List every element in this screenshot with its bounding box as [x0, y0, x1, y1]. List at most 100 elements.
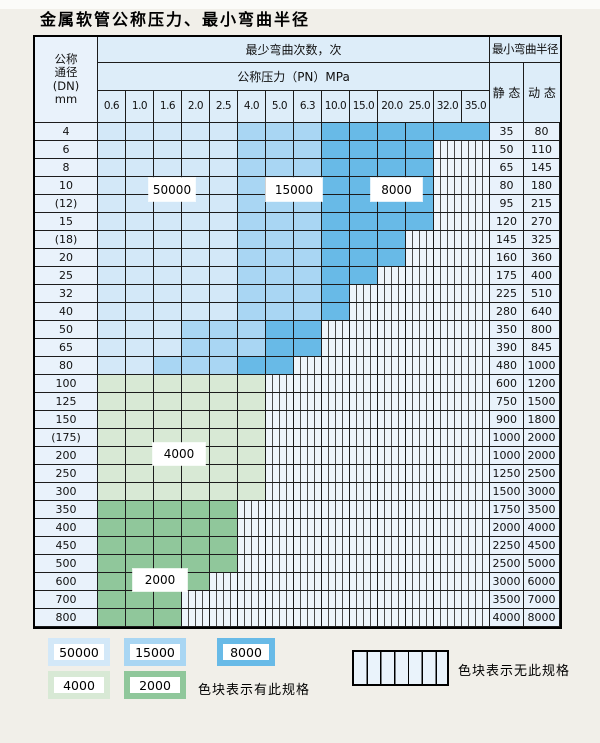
static-column-header: 静 态 [490, 63, 524, 123]
times-cell [154, 339, 182, 357]
pressure-tick: 0.6 [98, 91, 126, 123]
static-radius-value: 390 [490, 339, 524, 357]
no-spec-cell [406, 483, 434, 501]
times-cell [182, 141, 210, 159]
no-spec-cell [322, 411, 350, 429]
no-spec-cell [294, 573, 322, 591]
no-spec-cell [378, 465, 406, 483]
no-spec-cell [266, 609, 294, 627]
no-spec-cell [434, 411, 462, 429]
times-cell [322, 231, 350, 249]
no-spec-cell [350, 393, 378, 411]
dn-label: 100 [35, 375, 98, 393]
corner-header-line: 公称 [54, 51, 78, 66]
no-spec-cell [406, 465, 434, 483]
times-cell [210, 411, 238, 429]
times-cell [210, 339, 238, 357]
times-cell [210, 141, 238, 159]
times-cell [322, 159, 350, 177]
no-spec-cell [210, 591, 238, 609]
times-cell [126, 429, 154, 447]
times-cell [210, 483, 238, 501]
no-spec-cell [406, 429, 434, 447]
static-radius-value: 480 [490, 357, 524, 375]
times-cell [154, 591, 182, 609]
times-cell [294, 141, 322, 159]
page-top-strip [0, 0, 600, 9]
times-cell [210, 465, 238, 483]
times-cell [238, 321, 266, 339]
times-cell [210, 519, 238, 537]
no-spec-cell [406, 339, 434, 357]
no-spec-cell [462, 357, 490, 375]
times-cell [238, 123, 266, 141]
dn-label: 25 [35, 267, 98, 285]
no-spec-cell [238, 519, 266, 537]
bend-times-header: 最少弯曲次数，次 [98, 37, 490, 63]
times-cell [238, 285, 266, 303]
times-cell [238, 393, 266, 411]
no-spec-cell [350, 303, 378, 321]
times-cell [350, 141, 378, 159]
no-spec-cell [350, 375, 378, 393]
corner-header-dn: 公称 通径 (DN) mm [35, 37, 98, 123]
times-cell [462, 123, 490, 141]
times-cell [98, 447, 126, 465]
times-cell [154, 159, 182, 177]
dn-label: (12) [35, 195, 98, 213]
pressure-table: 公称 通径 (DN) mm 最少弯曲次数，次 最小弯曲半径 公称压力（PN）MPa 静… [33, 35, 562, 629]
times-cell [182, 285, 210, 303]
times-cell [182, 231, 210, 249]
dynamic-radius-value: 800 [524, 321, 560, 339]
times-cell [406, 141, 434, 159]
no-spec-cell [266, 393, 294, 411]
no-spec-cell [462, 465, 490, 483]
no-spec-cell [462, 501, 490, 519]
times-cell [210, 357, 238, 375]
no-spec-cell [350, 321, 378, 339]
no-spec-cell [378, 537, 406, 555]
times-cell [210, 123, 238, 141]
no-spec-cell [406, 285, 434, 303]
dn-label: 20 [35, 249, 98, 267]
no-spec-cell [238, 537, 266, 555]
times-cell [182, 573, 210, 591]
no-spec-cell [322, 429, 350, 447]
dn-label: 400 [35, 519, 98, 537]
no-spec-cell [238, 501, 266, 519]
legend-has-spec-text: 色块表示有此规格 [198, 683, 311, 698]
dn-label: 10 [35, 177, 98, 195]
zone-label-8000: 8000 [371, 178, 422, 201]
pressure-tick: 15.0 [350, 91, 378, 123]
times-cell [294, 321, 322, 339]
times-cell [294, 285, 322, 303]
dn-label: 15 [35, 213, 98, 231]
no-spec-cell [434, 555, 462, 573]
no-spec-cell [434, 429, 462, 447]
no-spec-cell [462, 267, 490, 285]
static-radius-value: 4000 [490, 609, 524, 627]
no-spec-cell [406, 537, 434, 555]
no-spec-cell [294, 393, 322, 411]
no-spec-cell [378, 411, 406, 429]
no-spec-cell [266, 465, 294, 483]
no-spec-cell [406, 501, 434, 519]
no-spec-cell [378, 321, 406, 339]
times-cell [126, 213, 154, 231]
times-cell [266, 267, 294, 285]
times-cell [154, 411, 182, 429]
dn-label: 150 [35, 411, 98, 429]
dn-label: (18) [35, 231, 98, 249]
no-spec-cell [294, 483, 322, 501]
static-radius-value: 1250 [490, 465, 524, 483]
no-spec-cell [406, 321, 434, 339]
times-cell [350, 231, 378, 249]
times-cell [154, 213, 182, 231]
times-cell [126, 321, 154, 339]
no-spec-cell [322, 339, 350, 357]
dn-label: 8 [35, 159, 98, 177]
times-cell [98, 591, 126, 609]
dn-label: 200 [35, 447, 98, 465]
times-cell [154, 231, 182, 249]
no-spec-cell [406, 249, 434, 267]
